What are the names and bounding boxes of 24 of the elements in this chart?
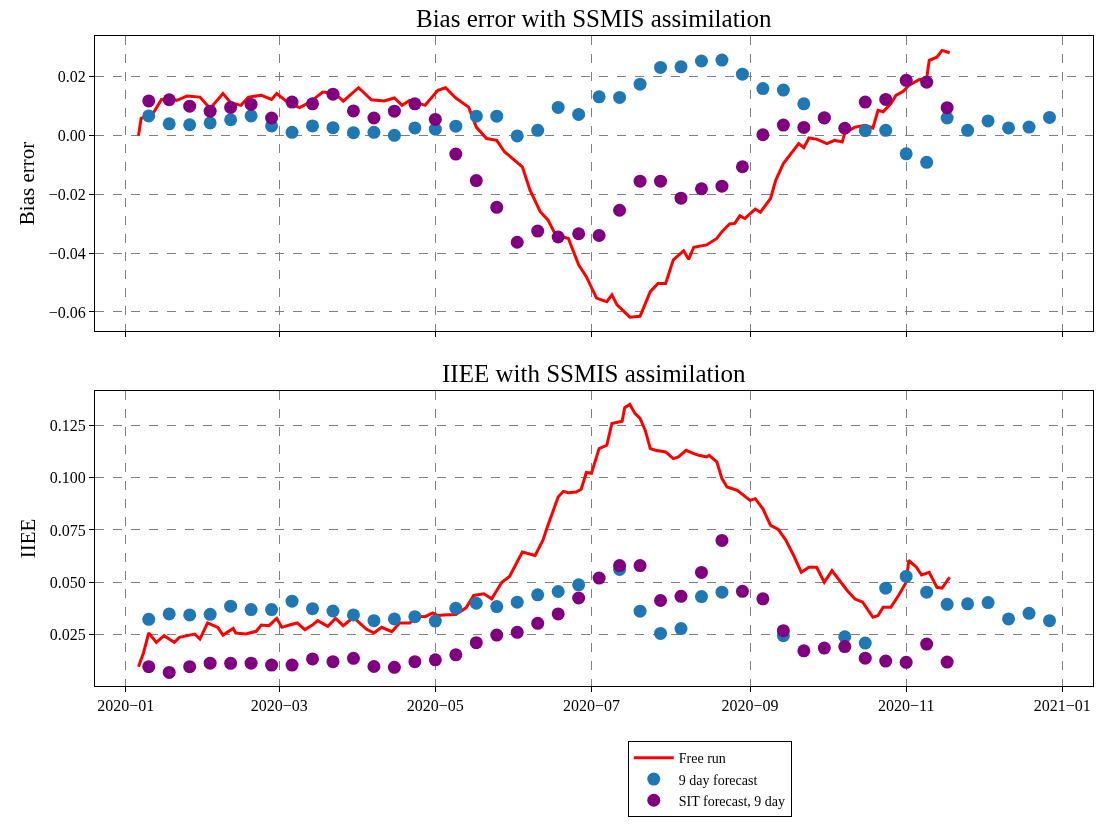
x-tick-label: 2021−01 — [1033, 697, 1091, 715]
y-tick-label: 0.02 — [57, 68, 86, 86]
legend-label: Free run — [678, 751, 726, 767]
x-tick-label: 2020−07 — [562, 697, 620, 715]
x-tick-label: 2020−05 — [406, 697, 464, 715]
y-tick-label: −0.04 — [48, 244, 86, 262]
x-tick-label: 2020−01 — [97, 697, 155, 715]
y-tick-label: 0.075 — [49, 521, 86, 539]
legend-label: 9 day forecast — [678, 772, 758, 788]
chart-title: IIEE with SSMIS assimilation — [442, 360, 746, 387]
y-tick-label: −0.06 — [48, 303, 86, 321]
y-axis-title: IIEE — [15, 518, 40, 559]
y-tick-label: 0.100 — [49, 469, 86, 487]
x-tick-label: 2020−09 — [721, 697, 779, 715]
y-tick-label: 0.025 — [49, 626, 86, 644]
y-tick-label: −0.02 — [48, 185, 86, 203]
y-tick-label: 0.125 — [49, 416, 86, 434]
x-tick-label: 2020−11 — [877, 697, 935, 715]
y-axis-title: Bias error — [14, 141, 39, 226]
y-tick-label: 0.050 — [49, 573, 86, 591]
x-tick-label: 2020−03 — [250, 697, 308, 715]
legend-label: SIT forecast, 9 day — [678, 793, 786, 809]
chart-title: Bias error with SSMIS assimilation — [416, 5, 773, 32]
y-tick-label: 0.00 — [57, 127, 86, 145]
